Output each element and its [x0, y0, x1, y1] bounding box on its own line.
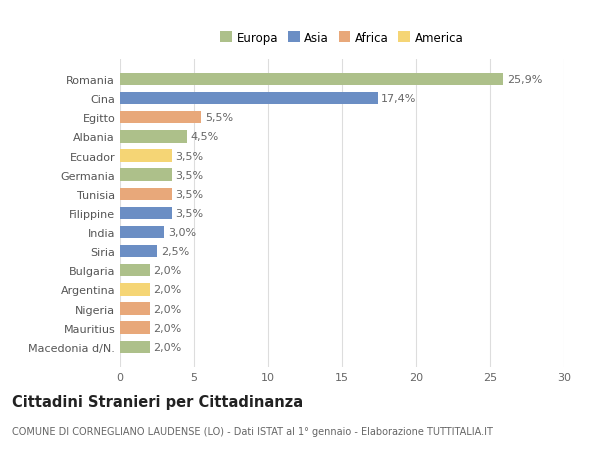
Text: 17,4%: 17,4%	[381, 94, 416, 104]
Bar	[120, 246, 157, 258]
Bar	[120, 207, 172, 220]
Bar	[120, 93, 377, 105]
Text: 3,0%: 3,0%	[168, 228, 196, 237]
Text: COMUNE DI CORNEGLIANO LAUDENSE (LO) - Dati ISTAT al 1° gennaio - Elaborazione TU: COMUNE DI CORNEGLIANO LAUDENSE (LO) - Da…	[12, 426, 493, 436]
Bar	[120, 150, 172, 162]
Text: 2,0%: 2,0%	[154, 266, 182, 276]
Bar	[120, 264, 149, 277]
Bar	[120, 341, 149, 353]
Text: 2,0%: 2,0%	[154, 323, 182, 333]
Text: 3,5%: 3,5%	[176, 190, 203, 199]
Bar	[120, 188, 172, 201]
Bar	[120, 322, 149, 334]
Text: 4,5%: 4,5%	[190, 132, 218, 142]
Bar	[120, 73, 503, 86]
Text: 5,5%: 5,5%	[205, 113, 233, 123]
Legend: Europa, Asia, Africa, America: Europa, Asia, Africa, America	[220, 32, 464, 45]
Bar	[120, 284, 149, 296]
Text: 2,0%: 2,0%	[154, 342, 182, 352]
Text: 2,0%: 2,0%	[154, 285, 182, 295]
Bar	[120, 302, 149, 315]
Bar	[120, 226, 164, 239]
Bar	[120, 131, 187, 143]
Bar	[120, 169, 172, 181]
Bar	[120, 112, 202, 124]
Text: 2,0%: 2,0%	[154, 304, 182, 314]
Text: 3,5%: 3,5%	[176, 170, 203, 180]
Text: 3,5%: 3,5%	[176, 208, 203, 218]
Text: 3,5%: 3,5%	[176, 151, 203, 161]
Text: Cittadini Stranieri per Cittadinanza: Cittadini Stranieri per Cittadinanza	[12, 394, 303, 409]
Text: 25,9%: 25,9%	[507, 75, 542, 85]
Text: 2,5%: 2,5%	[161, 246, 189, 257]
